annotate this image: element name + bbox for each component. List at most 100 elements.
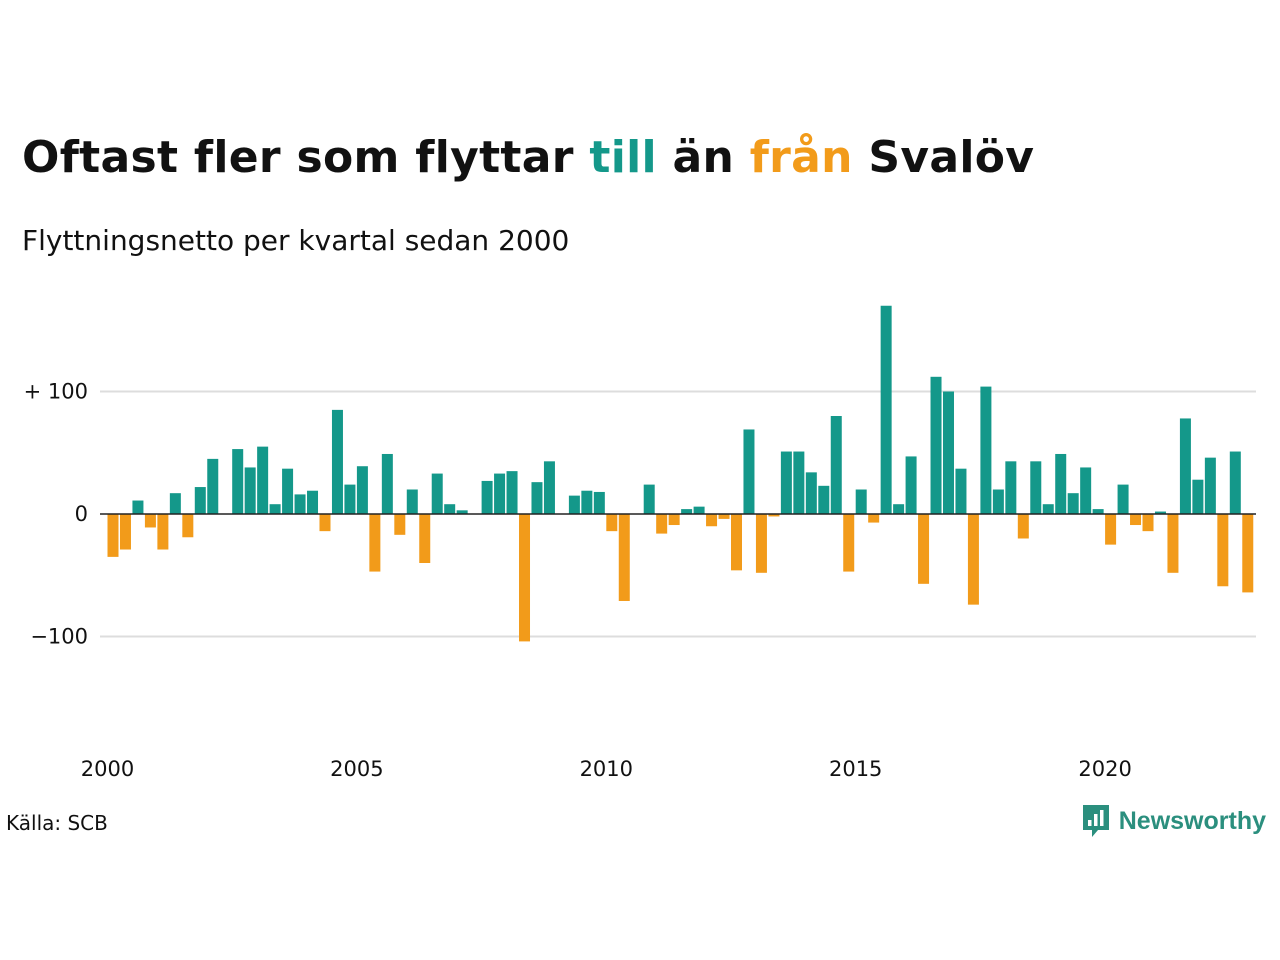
bar <box>157 514 169 550</box>
bar <box>643 484 655 514</box>
bar <box>743 429 755 514</box>
bar <box>307 490 319 514</box>
bar <box>356 466 368 514</box>
bar <box>1067 493 1079 514</box>
bar <box>1092 509 1104 514</box>
bar <box>868 514 880 523</box>
bar <box>1229 451 1241 514</box>
bar <box>531 482 543 514</box>
chart-title: Oftast fler som flyttar till än från Sva… <box>22 132 1034 183</box>
bar <box>144 514 156 528</box>
bar <box>880 305 892 514</box>
bar <box>394 514 406 535</box>
bar <box>918 514 930 584</box>
bar <box>618 514 630 601</box>
bar <box>830 416 842 514</box>
bar <box>668 514 680 526</box>
bar <box>1005 461 1017 514</box>
bar <box>119 514 131 550</box>
bar <box>1204 457 1216 514</box>
bar <box>419 514 431 563</box>
title-part-3: Svalöv <box>852 132 1035 183</box>
bar <box>980 386 992 514</box>
bar <box>169 493 181 514</box>
bar <box>818 485 830 514</box>
bar <box>506 471 518 515</box>
newsworthy-logo-icon <box>1082 805 1109 837</box>
bar <box>706 514 718 527</box>
bar <box>780 451 792 514</box>
bar <box>893 504 905 514</box>
bar <box>593 491 605 514</box>
bar <box>182 514 194 538</box>
bar <box>1217 514 1229 587</box>
bar <box>1117 484 1129 514</box>
bar <box>768 514 780 517</box>
bar <box>269 504 281 514</box>
y-tick-label: + 100 <box>24 380 88 404</box>
bar <box>1055 453 1067 514</box>
bar <box>805 472 817 514</box>
bar-chart: + 100 0 −100 2000 2005 2010 2015 2020 <box>24 305 1256 781</box>
bar <box>1142 514 1154 532</box>
x-tick-label: 2020 <box>1078 757 1131 781</box>
bar <box>992 489 1004 514</box>
y-tick-label: 0 <box>75 502 88 526</box>
bar <box>444 504 456 514</box>
bar <box>494 473 506 514</box>
bar <box>406 489 418 514</box>
bar <box>257 446 269 515</box>
chart-subtitle: Flyttningsnetto per kvartal sedan 2000 <box>22 224 570 257</box>
source-note: Källa: SCB <box>6 811 108 835</box>
bar <box>319 514 331 532</box>
x-tick-label: 2000 <box>81 757 134 781</box>
bar <box>731 514 742 571</box>
bar <box>1080 467 1092 514</box>
bar <box>194 487 206 514</box>
title-highlight-fran: från <box>749 132 853 183</box>
bar <box>1179 418 1191 514</box>
bar <box>693 506 705 514</box>
bar <box>369 514 381 572</box>
bar <box>855 489 867 514</box>
bar <box>1042 504 1054 514</box>
bar <box>606 514 618 532</box>
bar <box>1192 479 1204 514</box>
bar <box>1130 514 1142 526</box>
bar <box>207 458 219 515</box>
title-part-2: än <box>656 132 750 183</box>
bar <box>718 514 730 519</box>
bar <box>456 510 468 514</box>
x-tick-label: 2005 <box>330 757 383 781</box>
bar <box>681 509 693 514</box>
bar <box>568 495 580 515</box>
bar <box>955 468 967 514</box>
bar <box>107 514 119 557</box>
bar <box>331 409 343 515</box>
bar <box>581 490 593 514</box>
bar <box>656 514 668 534</box>
bar <box>1105 514 1117 545</box>
newsworthy-logo: Newsworthy <box>1081 803 1266 839</box>
bar <box>1167 514 1179 573</box>
bar <box>282 468 294 514</box>
bar <box>942 391 954 514</box>
bar <box>1017 514 1029 539</box>
bar <box>481 480 493 514</box>
newsworthy-logo-text: Newsworthy <box>1118 806 1266 835</box>
bar <box>1030 461 1042 514</box>
title-highlight-till: till <box>589 132 657 183</box>
x-tick-label: 2015 <box>829 757 882 781</box>
bar <box>294 494 306 514</box>
bar <box>843 514 855 572</box>
bar <box>967 514 979 605</box>
title-part-1: Oftast fler som flyttar <box>22 132 590 183</box>
bar <box>905 456 917 514</box>
bar <box>793 451 805 514</box>
bar <box>232 449 244 514</box>
bar <box>543 461 555 514</box>
bar <box>930 376 942 514</box>
bar <box>1154 511 1166 514</box>
bar <box>519 514 531 642</box>
bar <box>431 473 443 514</box>
